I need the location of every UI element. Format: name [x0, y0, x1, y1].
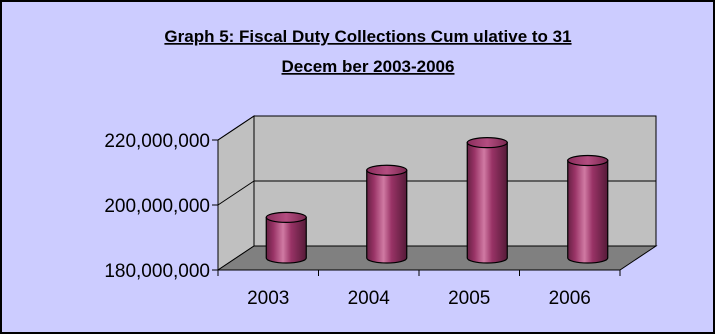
bar-2006: [567, 154, 609, 264]
bar-body: [366, 169, 408, 264]
chart-title-line2: Decem ber 2003-2006: [282, 57, 455, 76]
bar-top: [567, 154, 609, 167]
bar-2004: [366, 164, 408, 264]
bar-body: [567, 159, 609, 264]
y-tick-label: 220,000,000: [104, 131, 210, 152]
gridline-side: [217, 115, 255, 141]
x-tick-label: 2003: [247, 288, 289, 309]
bar-2003: [265, 211, 307, 264]
x-tick-label: 2004: [348, 288, 391, 309]
y-tick-label: 180,000,000: [104, 261, 210, 282]
bar-body: [466, 142, 508, 264]
floor: [216, 245, 658, 271]
bar-2005: [466, 137, 508, 264]
x-axis: 2003 2004 2005 2006: [217, 270, 621, 309]
bar-top: [265, 211, 307, 223]
bar-top: [466, 137, 508, 149]
bar-top: [366, 164, 408, 176]
gridline-side: [217, 180, 255, 206]
bar-body: [265, 216, 307, 264]
x-tick-label: 2005: [448, 288, 490, 309]
x-tick-label: 2006: [549, 288, 591, 309]
y-tick-label: 200,000,000: [104, 196, 210, 217]
chart-title-line1: Graph 5: Fiscal Duty Collections Cum ula…: [164, 27, 571, 46]
bars: [265, 137, 609, 264]
y-axis: 180,000,000 200,000,000 220,000,000: [104, 131, 218, 282]
